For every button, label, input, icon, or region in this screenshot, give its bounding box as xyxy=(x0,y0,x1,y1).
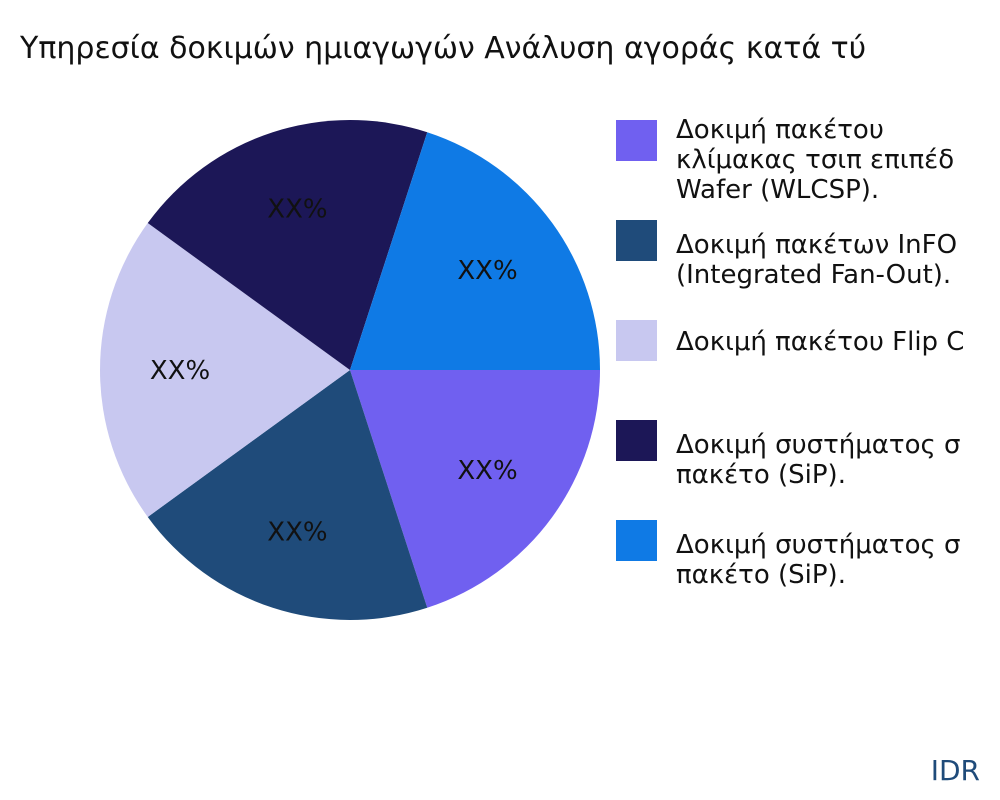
legend-label: Δοκιμή πακέτου κλίμακας τσιπ επιπέδ Wafer … xyxy=(676,115,954,205)
data-label: XX% xyxy=(267,194,327,224)
legend-label: Δοκιμή πακέτων InFO (Integrated Fan-Out). xyxy=(676,230,957,290)
legend-swatch xyxy=(616,220,657,261)
data-label: XX% xyxy=(457,456,517,486)
legend-label: Δοκιμή συστήματος σ πακέτο (SiP). xyxy=(676,530,960,590)
legend-label: Δοκιμή πακέτου Flip C xyxy=(676,327,964,357)
pie-slice xyxy=(147,370,428,620)
pie-slice xyxy=(350,370,600,608)
pie-slice xyxy=(100,223,350,517)
data-label: XX% xyxy=(267,518,327,548)
source: IDR xyxy=(931,754,980,787)
legend-swatch xyxy=(616,320,657,361)
legend-swatch xyxy=(616,420,657,461)
data-label: XX% xyxy=(457,256,517,286)
legend-swatch xyxy=(616,520,657,561)
pie-slice xyxy=(350,132,600,370)
legend-label: Δοκιμή συστήματος σ πακέτο (SiP). xyxy=(676,430,960,490)
data-label: XX% xyxy=(150,356,210,386)
pie-slice xyxy=(147,120,428,370)
legend-swatch xyxy=(616,120,657,161)
chart-title: Υπηρεσία δοκιμών ημιαγωγών Ανάλυση αγορά… xyxy=(19,31,866,66)
